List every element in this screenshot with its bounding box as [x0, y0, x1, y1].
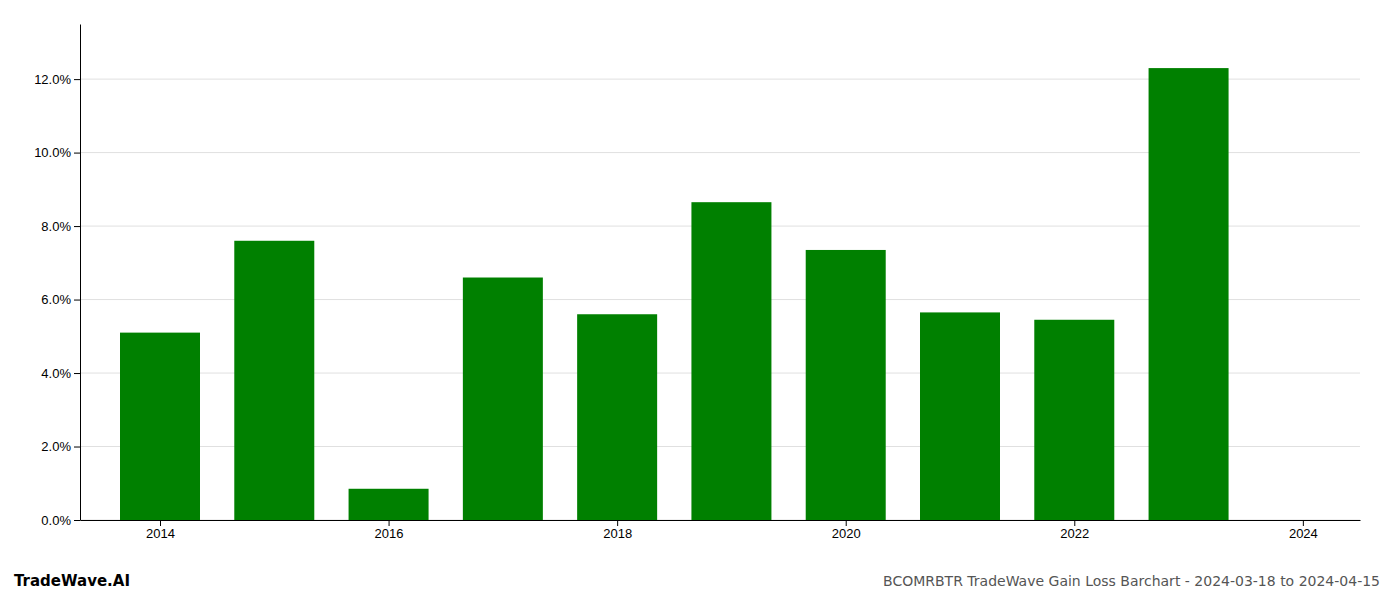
- tick-label: 8.0%: [41, 219, 71, 234]
- tick-mark: [74, 373, 80, 374]
- tick-mark: [617, 520, 618, 526]
- tick-mark: [74, 226, 80, 227]
- tick-mark: [160, 520, 161, 526]
- tick: 4.0%: [41, 366, 80, 381]
- bar: [1149, 68, 1229, 520]
- bar: [1034, 320, 1114, 520]
- tick-mark: [1074, 520, 1075, 526]
- bar: [577, 314, 657, 520]
- bar: [234, 241, 314, 520]
- bar: [120, 333, 200, 520]
- watermark: TradeWave.AI: [14, 572, 130, 590]
- tick: 2020: [832, 520, 861, 541]
- tick: 2022: [1060, 520, 1089, 541]
- tick-label: 2016: [375, 526, 404, 541]
- tick-mark: [74, 300, 80, 301]
- tick-label: 2020: [832, 526, 861, 541]
- tick-label: 0.0%: [41, 513, 71, 528]
- tick-mark: [1303, 520, 1304, 526]
- tick-label: 4.0%: [41, 366, 71, 381]
- title: BCOMRBTR TradeWave Gain Loss Barchart - …: [883, 573, 1380, 589]
- tick-label: 6.0%: [41, 292, 71, 307]
- axis-line: [80, 25, 81, 521]
- tick-mark: [74, 520, 80, 521]
- tick-label: 2014: [146, 526, 175, 541]
- tick: 2.0%: [41, 439, 80, 454]
- tick-label: 2022: [1060, 526, 1089, 541]
- tick-mark: [846, 520, 847, 526]
- tick: 6.0%: [41, 292, 80, 307]
- tick: 2016: [375, 520, 404, 541]
- tick: 12.0%: [34, 72, 80, 87]
- tick-label: 2.0%: [41, 439, 71, 454]
- bar: [691, 202, 771, 520]
- x-axis: 2014 2016 2018 2020 2022 2024: [81, 520, 1361, 541]
- tick-label: 12.0%: [34, 72, 71, 87]
- tick: 2024: [1289, 520, 1318, 541]
- tick: 8.0%: [41, 219, 80, 234]
- tick-label: 10.0%: [34, 145, 71, 160]
- axis-line: [81, 520, 1361, 521]
- tick-mark: [74, 153, 80, 154]
- bar: [349, 489, 429, 520]
- tick-mark: [389, 520, 390, 526]
- tick: 10.0%: [34, 145, 80, 160]
- bar: [463, 278, 543, 520]
- tick: 0.0%: [41, 513, 80, 528]
- bar: [806, 250, 886, 520]
- bar: [920, 312, 1000, 520]
- y-axis: 0.0% 2.0% 4.0% 6.0% 8.0% 10.0% 12.0%: [34, 25, 80, 528]
- tick-label: 2018: [603, 526, 632, 541]
- tick: 2018: [603, 520, 632, 541]
- chart: 2014 2016 2018 2020 2022 2024 0.0% 2.0% 4.0% 6.0%…: [0, 0, 1400, 600]
- plot-area: [120, 68, 1229, 520]
- tick-mark: [74, 447, 80, 448]
- tick: 2014: [146, 520, 175, 541]
- tick-label: 2024: [1289, 526, 1318, 541]
- tick-mark: [74, 79, 80, 80]
